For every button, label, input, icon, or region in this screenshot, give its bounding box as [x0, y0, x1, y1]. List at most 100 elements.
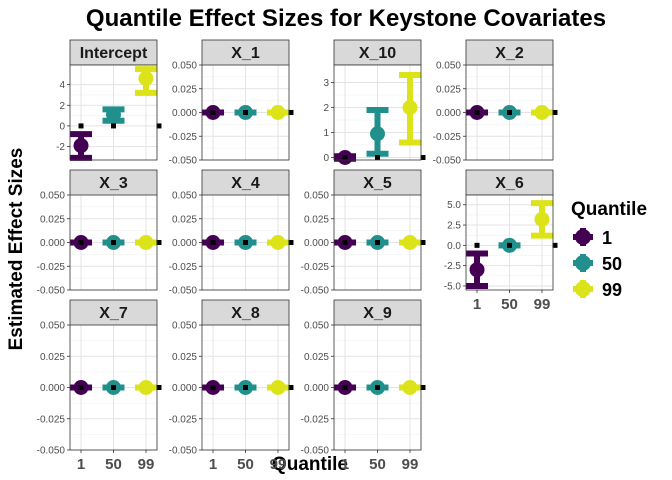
x-tick-label: 1 [209, 456, 217, 473]
x-axis-title: Quantile [272, 454, 348, 475]
y-tick-label: 4 [59, 80, 65, 91]
estimate-point-99 [534, 211, 550, 227]
reference-point-99 [552, 242, 558, 248]
panel-x-3: X_3 -0.050 -0.025 0.000 0.025 0.050 [37, 169, 162, 297]
reference-point-1 [210, 110, 216, 115]
panel-x-10: X_10 0 1 2 3 [323, 39, 426, 165]
panel-intercept: Intercept -2 0 2 4 [56, 39, 162, 161]
y-tick-label: 0.000 [304, 383, 329, 394]
reference-point-50 [375, 240, 380, 245]
reference-point-99 [288, 385, 294, 390]
estimate-point-99 [138, 380, 154, 395]
strip-x-2 [465, 39, 554, 66]
legend-key-point-99 [575, 281, 591, 297]
y-tick-label: -0.050 [37, 446, 66, 457]
estimate-point-50 [370, 126, 385, 142]
y-tick-label: 0.050 [172, 61, 197, 72]
y-tick-label: 0 [323, 153, 329, 164]
reference-point-50 [243, 240, 248, 245]
panel-x-5: X_5 -0.050 -0.025 0.000 0.025 0.050 [301, 169, 426, 297]
panel-border-x-10 [333, 64, 422, 161]
x-tick-label: 1 [473, 296, 481, 313]
strip-label-x-1: X_1 [231, 45, 260, 62]
estimate-point-99 [534, 105, 550, 120]
y-tick-label: -0.050 [301, 446, 330, 457]
y-tick-label: -2.5 [444, 261, 462, 272]
reference-point-50 [507, 110, 512, 115]
x-tick-label: 1 [341, 456, 349, 473]
y-axis-title: Estimated Effect Sizes [6, 148, 27, 351]
x-tick-label: 99 [270, 456, 287, 473]
legend-label-99: 99 [602, 280, 622, 300]
y-tick-label: -0.050 [37, 286, 66, 297]
y-tick-label: 0.000 [40, 383, 65, 394]
x-tick-label: 50 [501, 296, 518, 313]
y-tick-label: 0.000 [40, 238, 65, 249]
y-tick-label: 0.025 [40, 214, 65, 225]
strip-x-6 [465, 169, 554, 196]
x-tick-label: 50 [369, 456, 386, 473]
y-tick-label: -0.025 [169, 132, 198, 143]
reference-point-1 [210, 240, 216, 245]
strip-label-x-5: X_5 [363, 175, 392, 192]
reference-point-99 [156, 240, 162, 245]
legend-title: Quantile [571, 199, 647, 220]
estimate-point-99 [138, 70, 154, 86]
reference-point-1 [78, 240, 84, 245]
panel-border-x-5 [333, 194, 422, 291]
y-tick-label: 0.050 [40, 321, 65, 332]
y-tick-label: 0.0 [447, 241, 461, 252]
x-tick-label: 50 [237, 456, 254, 473]
panel-x-8: X_8 -0.050 -0.025 0.000 0.025 0.050 1 50 99 [169, 299, 294, 473]
y-tick-label: 0.050 [304, 191, 329, 202]
legend: Quantile 1 50 99 [571, 199, 647, 300]
y-tick-label: -5.0 [444, 281, 462, 292]
panel-border-x-3 [69, 194, 158, 291]
x-tick-label: 99 [534, 296, 551, 313]
y-tick-label: -0.025 [433, 132, 462, 143]
y-tick-label: -0.025 [169, 262, 198, 273]
y-tick-label: 0.000 [436, 108, 461, 119]
reference-point-99 [156, 123, 162, 129]
estimate-point-99 [138, 235, 154, 250]
y-tick-label: 0.025 [304, 214, 329, 225]
legend-label-50: 50 [602, 254, 622, 274]
strip-x-9 [333, 299, 422, 326]
chart-title: Quantile Effect Sizes for Keystone Covar… [86, 5, 606, 32]
estimate-point-99 [270, 380, 286, 395]
reference-point-99 [420, 240, 426, 245]
y-tick-label: 0.050 [172, 321, 197, 332]
panel-x-6: X_6 -5.0 -2.5 0.0 2.5 5.0 1 50 99 [444, 169, 558, 313]
reference-point-1 [210, 385, 216, 390]
y-tick-label: -0.025 [301, 262, 330, 273]
strip-intercept [69, 39, 158, 66]
panel-border-x-2 [465, 64, 554, 161]
strip-label-x-4: X_4 [231, 175, 260, 192]
panel-x-4: X_4 -0.050 -0.025 0.000 0.025 0.050 [169, 169, 294, 297]
estimate-point-99 [402, 100, 418, 115]
reference-point-99 [288, 240, 294, 245]
y-tick-label: 0.050 [40, 191, 65, 202]
legend-label-1: 1 [602, 228, 612, 248]
strip-label-x-7: X_7 [99, 305, 128, 322]
reference-point-99 [156, 385, 162, 390]
reference-point-50 [375, 385, 380, 390]
reference-point-99 [420, 385, 426, 390]
y-tick-label: -0.025 [169, 414, 198, 425]
y-tick-label: 0.025 [304, 352, 329, 363]
legend-key-point-1 [575, 229, 591, 245]
y-tick-label: 1 [323, 128, 329, 139]
legend-entries: 1 50 99 [573, 228, 622, 300]
y-tick-label: 0.025 [40, 352, 65, 363]
y-tick-label: -0.050 [301, 286, 330, 297]
estimate-point-50 [106, 107, 121, 123]
reference-point-50 [111, 240, 116, 245]
estimate-point-1 [469, 262, 485, 278]
y-tick-label: -0.050 [169, 156, 198, 167]
estimate-point-99 [270, 105, 286, 120]
x-tick-label: 99 [402, 456, 419, 473]
reference-point-50 [375, 155, 380, 160]
strip-x-8 [201, 299, 290, 326]
y-tick-label: 3 [323, 78, 329, 89]
reference-point-1 [474, 242, 480, 248]
